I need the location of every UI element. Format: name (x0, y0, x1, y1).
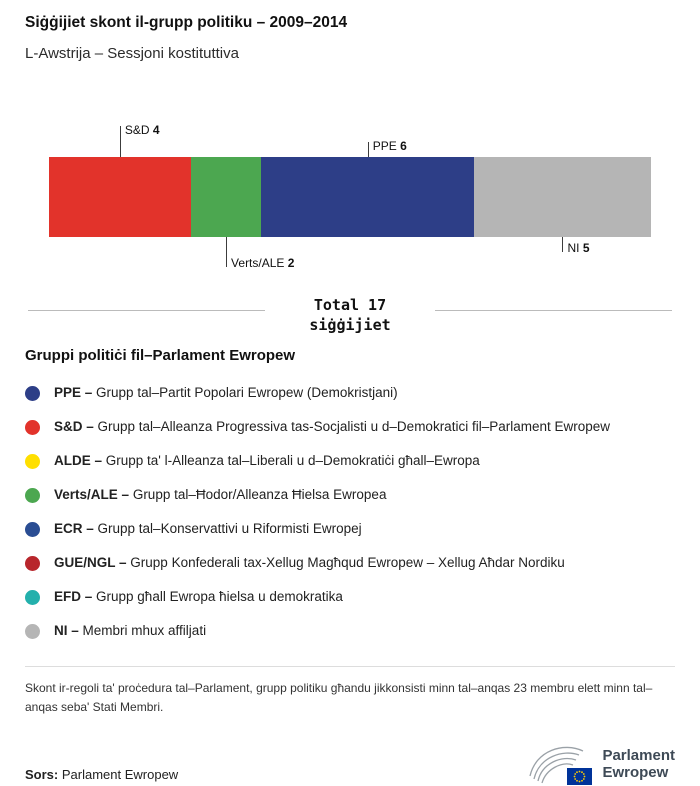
legend-desc: Grupp ta' l-Alleanza tal–Liberali u d–De… (105, 453, 480, 469)
legend-dot (25, 385, 40, 401)
footnote-divider (25, 666, 675, 667)
total-line2: siġġijiet (309, 315, 391, 334)
legend-abbr: EFD – (54, 589, 93, 605)
legend-abbr: NI – (54, 623, 79, 639)
legend-dot (25, 453, 40, 469)
callout-line (367, 142, 369, 157)
legend-dot (25, 555, 40, 571)
page-title: Siġġijiet skont il-grupp politiku – 2009… (25, 14, 348, 31)
legend-desc: Grupp tal–Konservattivi u Riformisti Ewr… (97, 521, 362, 537)
ep-logo-line1: Parlament (602, 746, 675, 764)
legend-desc: Grupp tal–Partit Popolari Ewropew (Demok… (96, 385, 398, 401)
legend-heading: Gruppi politiċi fil–Parlament Ewropew (25, 347, 296, 364)
total-divider: Total 17 siġġijiet (28, 296, 672, 335)
callout-line (119, 126, 121, 157)
bar-segment-verts-ale (190, 157, 262, 237)
seat-chart-inner: S&D 4 Verts/ALE 2 PPE 6 NI 5 (49, 112, 651, 282)
ep-logo-text: Parlament Ewropew (602, 747, 675, 782)
legend-item-ppe: PPE – Grupp tal–Partit Popolari Ewropew … (25, 376, 675, 410)
callout-label: PPE 6 (372, 139, 407, 153)
source-value: Parlament Ewropew (61, 767, 179, 783)
legend-item-ecr: ECR – Grupp tal–Konservattivi u Riformis… (25, 512, 675, 546)
legend-desc: Membri mhux affiljati (82, 623, 207, 639)
callout-line (226, 237, 228, 267)
legend-abbr: PPE – (54, 385, 93, 401)
legend-abbr: GUE/NGL – (54, 555, 127, 571)
callout-label: Verts/ALE 2 (231, 256, 295, 270)
legend-dot (25, 623, 40, 639)
legend-item-verts-ale: Verts/ALE – Grupp tal–Ħodor/Alleanza Ħie… (25, 478, 675, 512)
legend-item-efd: EFD – Grupp għall Ewropa ħielsa u demokr… (25, 580, 675, 614)
legend-desc: Grupp għall Ewropa ħielsa u demokratika (96, 589, 343, 605)
legend-dot (25, 487, 40, 503)
legend-abbr: ECR – (54, 521, 94, 537)
eu-flag-icon (567, 768, 593, 786)
legend-item-alde: ALDE – Grupp ta' l-Alleanza tal–Liberali… (25, 444, 675, 478)
total-seats-label: Total 17 siġġijiet (265, 296, 435, 335)
legend-abbr: Verts/ALE – (54, 487, 130, 503)
bar-segment-sd (49, 157, 191, 237)
footer: Sors: Parlament Ewropew (25, 742, 675, 786)
callout-line (562, 237, 564, 252)
seat-bar (49, 157, 651, 237)
page-subtitle: L-Awstrija – Sessjoni kostituttiva (25, 45, 239, 62)
total-line1: Total 17 (313, 296, 387, 314)
ep-logo-line2: Ewropew (602, 764, 669, 782)
legend-dot (25, 521, 40, 537)
legend-item-ni: NI – Membri mhux affiljati (25, 614, 675, 648)
source-label: Sors: (25, 767, 59, 783)
ep-logo: Parlament Ewropew (527, 742, 675, 786)
seat-chart: S&D 4 Verts/ALE 2 PPE 6 NI 5 (25, 112, 675, 282)
legend-abbr: S&D – (54, 419, 94, 435)
legend-abbr: ALDE – (54, 453, 103, 469)
legend-desc: Grupp tal–Ħodor/Alleanza Ħielsa Ewropea (132, 487, 387, 503)
ep-hemicycle-icon (529, 747, 593, 786)
legend-desc: Grupp tal–Alleanza Progressiva tas-Socja… (97, 419, 611, 435)
bar-segment-ni (473, 157, 651, 237)
divider-line-left (28, 310, 265, 311)
source: Sors: Parlament Ewropew (25, 767, 178, 786)
divider-line-right (435, 310, 672, 311)
legend-desc: Grupp Konfederali tax-Xellug Magħqud Ewr… (130, 555, 565, 571)
legend-list: PPE – Grupp tal–Partit Popolari Ewropew … (25, 376, 675, 648)
callout-label: NI 5 (567, 241, 590, 255)
legend-dot (25, 589, 40, 605)
legend-item-sd: S&D – Grupp tal–Alleanza Progressiva tas… (25, 410, 675, 444)
legend-item-gue-ngl: GUE/NGL – Grupp Konfederali tax-Xellug M… (25, 546, 675, 580)
bar-segment-ppe (261, 157, 474, 237)
legend-dot (25, 419, 40, 435)
footnote: Skont ir-regoli ta' proċedura tal–Parlam… (25, 681, 653, 714)
callout-label: S&D 4 (124, 123, 160, 137)
